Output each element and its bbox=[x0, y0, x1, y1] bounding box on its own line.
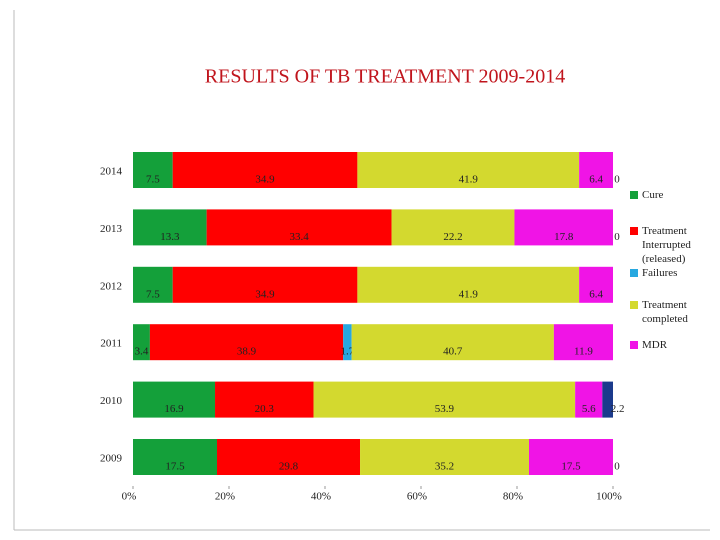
bar-segment bbox=[360, 439, 529, 475]
x-tick-label: 20% bbox=[215, 491, 235, 503]
legend-item: MDR bbox=[630, 338, 716, 352]
data-label: 7.5 bbox=[146, 174, 160, 186]
data-label: 34.9 bbox=[255, 174, 275, 186]
chart-title: RESULTS OF TB TREATMENT 2009-2014 bbox=[205, 66, 565, 88]
y-tick-label: 2014 bbox=[100, 166, 123, 178]
data-label: 6.4 bbox=[589, 174, 603, 186]
bar-segment bbox=[206, 209, 392, 246]
data-label: 33.4 bbox=[289, 231, 309, 243]
legend-item: Treatment completed bbox=[630, 298, 716, 326]
x-tick-label: 60% bbox=[407, 491, 427, 503]
bar-segment bbox=[343, 324, 352, 361]
bar-segment bbox=[529, 439, 613, 475]
data-label: 17.8 bbox=[554, 231, 574, 243]
legend-label: Failures bbox=[642, 267, 678, 279]
bar-segment bbox=[133, 209, 207, 246]
data-label: 1.7 bbox=[341, 346, 355, 358]
bar-segment bbox=[149, 324, 344, 361]
legend-label: MDR bbox=[642, 339, 668, 351]
data-label: 3.4 bbox=[135, 346, 149, 358]
data-label: 0 bbox=[614, 461, 620, 473]
legend-label: Treatment completed bbox=[642, 299, 688, 325]
data-label: 41.9 bbox=[459, 288, 479, 300]
bar-segment bbox=[553, 324, 613, 361]
y-tick-label: 2012 bbox=[100, 280, 122, 292]
legend-swatch bbox=[630, 269, 638, 277]
legend-item: Cure bbox=[630, 188, 716, 202]
data-label: 13.3 bbox=[160, 231, 180, 243]
data-label: 22.2 bbox=[443, 231, 462, 243]
legend: Cure Treatment Interrupted (released) Fail… bbox=[630, 188, 716, 352]
bar-segment bbox=[351, 324, 554, 361]
data-label: 17.5 bbox=[165, 461, 185, 473]
bar-segment bbox=[579, 266, 613, 303]
data-label: 20.3 bbox=[255, 403, 275, 415]
legend-item: Failures bbox=[630, 266, 716, 280]
data-label: 17.5 bbox=[561, 461, 581, 473]
bar-segment bbox=[133, 266, 173, 303]
data-label: 7.5 bbox=[146, 288, 160, 300]
data-label: 11.9 bbox=[574, 346, 593, 358]
bar-segment bbox=[357, 152, 580, 188]
data-label: 5.6 bbox=[582, 403, 596, 415]
legend-item: Treatment Interrupted (released) bbox=[630, 224, 716, 266]
legend-swatch bbox=[630, 227, 638, 235]
bar-segment bbox=[217, 439, 361, 475]
bar-segment bbox=[133, 381, 216, 418]
bar-segment bbox=[313, 381, 576, 418]
data-label: 2.2 bbox=[611, 403, 625, 415]
bar-segment bbox=[579, 152, 613, 188]
legend-swatch bbox=[630, 341, 638, 349]
bar-segment bbox=[172, 266, 358, 303]
data-label: 34.9 bbox=[255, 288, 275, 300]
data-label: 40.7 bbox=[443, 346, 463, 358]
bar-segment bbox=[514, 209, 613, 246]
legend-label: Treatment Interrupted (released) bbox=[642, 225, 691, 265]
data-label: 0 bbox=[614, 231, 620, 243]
y-tick-label: 2011 bbox=[100, 338, 122, 350]
bar-segment bbox=[133, 152, 173, 188]
data-label: 38.9 bbox=[237, 346, 257, 358]
data-label: 29.8 bbox=[279, 461, 299, 473]
data-label: 35.2 bbox=[435, 461, 454, 473]
bar-segment bbox=[172, 152, 358, 188]
legend-swatch bbox=[630, 191, 638, 199]
x-tick-label: 40% bbox=[311, 491, 331, 503]
x-tick-label: 0% bbox=[122, 491, 137, 503]
bar-segment bbox=[133, 439, 217, 475]
data-label: 16.9 bbox=[164, 403, 184, 415]
x-tick-label: 100% bbox=[596, 491, 622, 503]
bar-segment bbox=[357, 266, 580, 303]
data-label: 6.4 bbox=[589, 288, 603, 300]
data-label: 41.9 bbox=[459, 174, 479, 186]
bar-segment bbox=[391, 209, 515, 246]
bar-segment bbox=[215, 381, 314, 418]
y-tick-label: 2009 bbox=[100, 453, 123, 465]
data-label: 53.9 bbox=[435, 403, 455, 415]
x-tick-label: 80% bbox=[503, 491, 523, 503]
bar-segment bbox=[575, 381, 603, 418]
bar-segment bbox=[602, 381, 613, 418]
y-tick-label: 2013 bbox=[100, 223, 123, 235]
bar-segment bbox=[133, 324, 150, 361]
legend-swatch bbox=[630, 301, 638, 309]
legend-label: Cure bbox=[642, 189, 664, 201]
data-label: 0 bbox=[614, 174, 620, 186]
y-tick-label: 2010 bbox=[100, 395, 123, 407]
